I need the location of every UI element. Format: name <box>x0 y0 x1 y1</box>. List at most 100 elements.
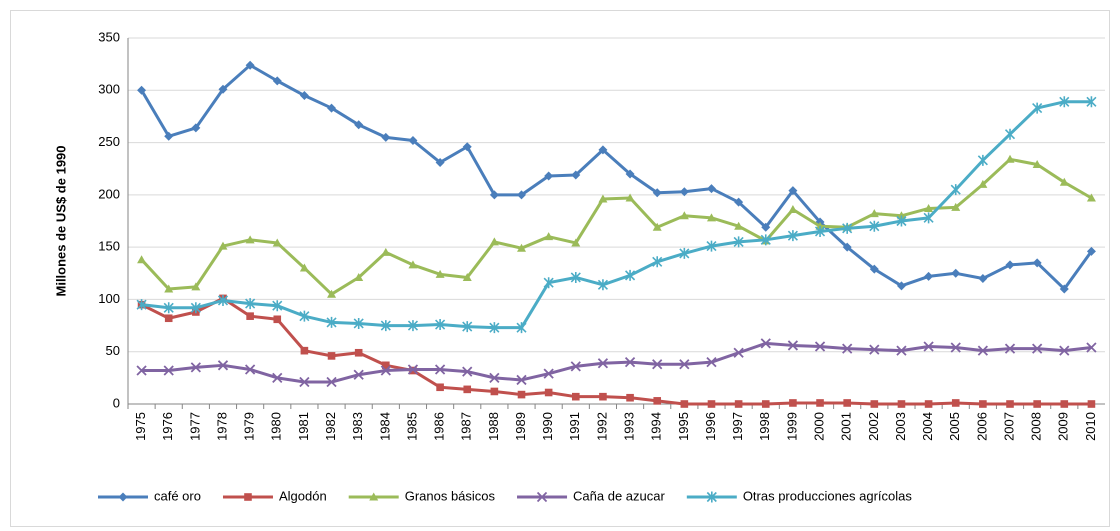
x-tick-label: 2008 <box>1029 412 1044 441</box>
marker <box>164 314 173 323</box>
marker <box>163 365 174 376</box>
x-tick-label: 1978 <box>214 412 229 441</box>
x-tick-label: 1979 <box>242 412 257 441</box>
marker <box>869 209 879 218</box>
marker <box>1033 400 1041 408</box>
marker <box>896 215 907 227</box>
marker <box>652 256 663 268</box>
marker <box>679 187 689 197</box>
marker <box>734 197 744 207</box>
marker <box>544 171 554 181</box>
marker <box>327 289 337 298</box>
y-tick-label: 250 <box>98 134 120 149</box>
marker <box>1005 260 1015 270</box>
x-tick-label: 1995 <box>676 412 691 441</box>
marker <box>489 372 500 383</box>
marker <box>326 316 337 328</box>
marker <box>842 222 853 234</box>
marker <box>217 294 229 306</box>
marker <box>244 493 252 501</box>
marker <box>680 400 689 408</box>
marker <box>246 312 254 320</box>
marker <box>517 190 527 200</box>
marker <box>923 341 934 352</box>
marker <box>978 274 988 284</box>
marker <box>869 344 880 355</box>
marker <box>570 271 581 283</box>
marker <box>118 492 128 502</box>
x-tick-label: 2001 <box>839 412 854 441</box>
marker <box>625 169 635 179</box>
marker <box>787 340 799 351</box>
marker <box>924 271 934 281</box>
marker <box>245 235 255 244</box>
marker <box>1006 400 1014 408</box>
marker <box>137 85 147 95</box>
x-tick-label: 1981 <box>296 412 311 441</box>
y-tick-label: 300 <box>98 82 120 97</box>
marker <box>1004 128 1016 140</box>
legend-label: café oro <box>154 488 201 503</box>
marker <box>435 157 445 167</box>
legend-label: Otras producciones agrícolas <box>743 488 913 503</box>
marker <box>517 243 527 252</box>
y-tick-label: 100 <box>98 291 120 306</box>
marker <box>951 399 960 407</box>
marker <box>272 372 283 383</box>
marker <box>598 145 608 155</box>
marker <box>842 242 852 252</box>
marker <box>679 359 690 370</box>
x-tick-label: 1983 <box>350 412 365 441</box>
marker <box>136 299 147 311</box>
marker <box>327 352 336 360</box>
marker <box>369 492 379 501</box>
x-tick-label: 1996 <box>703 412 718 441</box>
marker <box>896 345 907 356</box>
series-line <box>141 100 1092 330</box>
x-tick-label: 1980 <box>269 412 284 441</box>
marker <box>163 302 174 314</box>
marker <box>842 343 853 354</box>
marker <box>463 385 472 394</box>
marker <box>816 399 824 407</box>
marker <box>599 392 607 401</box>
marker <box>516 322 527 334</box>
marker <box>1059 284 1069 294</box>
marker <box>245 60 255 70</box>
marker <box>489 190 499 200</box>
x-tick-label: 2004 <box>920 412 935 441</box>
x-tick-label: 1997 <box>730 412 745 441</box>
marker <box>299 310 310 322</box>
marker <box>814 225 826 237</box>
marker <box>706 240 717 252</box>
marker <box>788 204 798 213</box>
marker <box>544 232 554 241</box>
x-tick-label: 1992 <box>594 412 609 441</box>
marker <box>543 277 554 289</box>
marker <box>436 383 444 392</box>
series-line <box>140 157 1093 296</box>
y-tick-label: 0 <box>113 395 120 410</box>
marker <box>706 491 717 503</box>
marker <box>706 357 717 368</box>
marker <box>1032 102 1043 114</box>
marker <box>435 319 446 331</box>
marker <box>951 268 961 278</box>
marker <box>733 347 744 358</box>
marker <box>624 357 636 368</box>
marker <box>761 400 770 408</box>
marker <box>299 376 310 388</box>
marker <box>462 321 473 333</box>
x-tick-label: 2007 <box>1001 412 1016 441</box>
marker <box>544 388 553 397</box>
x-tick-label: 1986 <box>432 412 447 441</box>
marker <box>272 238 282 247</box>
marker <box>354 348 363 357</box>
marker <box>1004 343 1016 354</box>
marker <box>787 230 798 242</box>
marker <box>299 263 309 272</box>
marker <box>625 269 636 281</box>
marker <box>299 91 309 101</box>
marker <box>137 255 147 264</box>
x-tick-label: 2002 <box>866 412 881 441</box>
